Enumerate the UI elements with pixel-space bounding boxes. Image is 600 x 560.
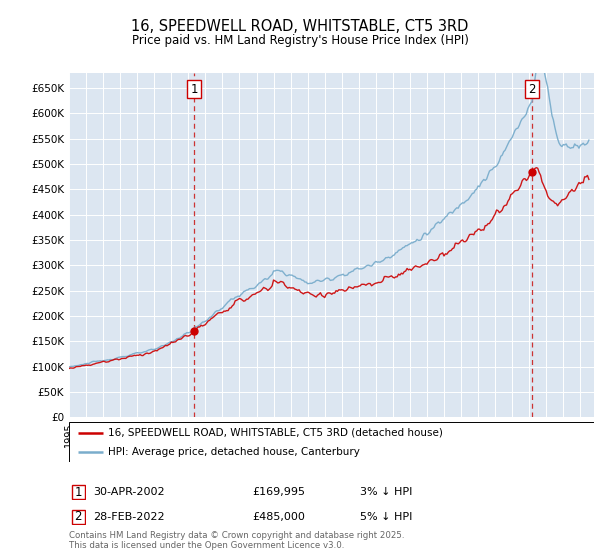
Text: Price paid vs. HM Land Registry's House Price Index (HPI): Price paid vs. HM Land Registry's House … bbox=[131, 34, 469, 47]
Text: 16, SPEEDWELL ROAD, WHITSTABLE, CT5 3RD: 16, SPEEDWELL ROAD, WHITSTABLE, CT5 3RD bbox=[131, 20, 469, 34]
Text: 16, SPEEDWELL ROAD, WHITSTABLE, CT5 3RD (detached house): 16, SPEEDWELL ROAD, WHITSTABLE, CT5 3RD … bbox=[109, 428, 443, 438]
Text: £169,995: £169,995 bbox=[252, 487, 305, 497]
Text: Contains HM Land Registry data © Crown copyright and database right 2025.
This d: Contains HM Land Registry data © Crown c… bbox=[69, 530, 404, 550]
Text: 2: 2 bbox=[74, 510, 82, 524]
Text: 1: 1 bbox=[74, 486, 82, 499]
Text: 3% ↓ HPI: 3% ↓ HPI bbox=[360, 487, 412, 497]
Text: 2: 2 bbox=[529, 82, 536, 96]
Text: £485,000: £485,000 bbox=[252, 512, 305, 522]
Text: 5% ↓ HPI: 5% ↓ HPI bbox=[360, 512, 412, 522]
Text: 1: 1 bbox=[190, 82, 197, 96]
Text: 30-APR-2002: 30-APR-2002 bbox=[93, 487, 164, 497]
Text: 28-FEB-2022: 28-FEB-2022 bbox=[93, 512, 164, 522]
Text: HPI: Average price, detached house, Canterbury: HPI: Average price, detached house, Cant… bbox=[109, 447, 360, 457]
